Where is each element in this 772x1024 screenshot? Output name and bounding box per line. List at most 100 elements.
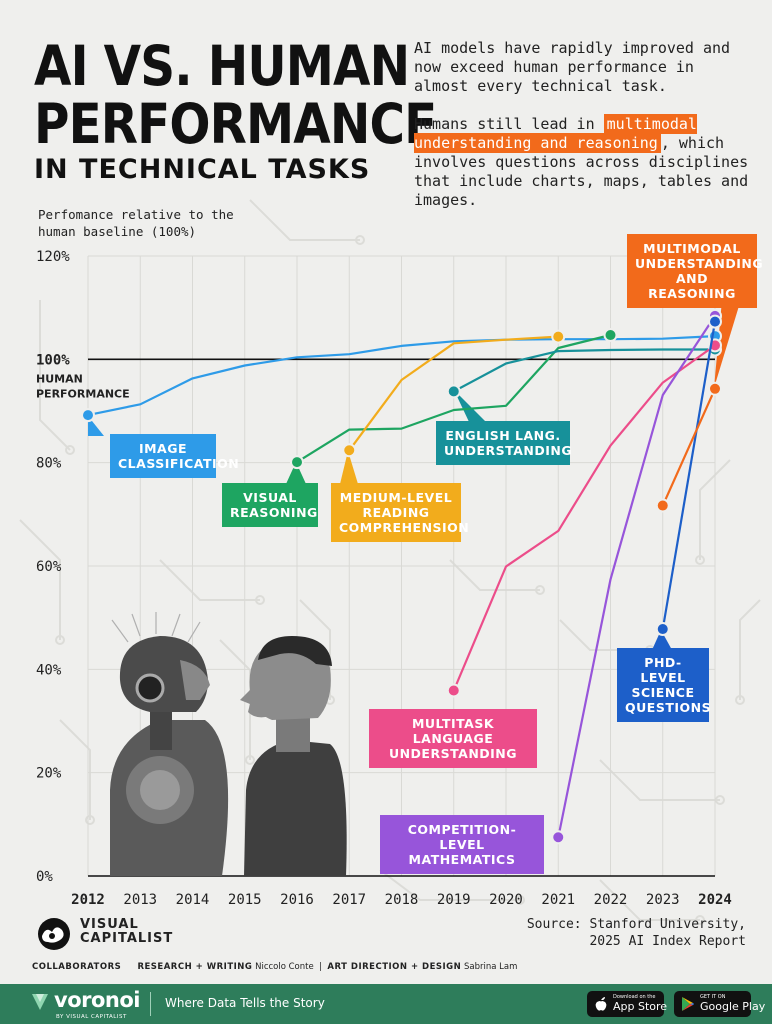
circuit-trace bbox=[559, 619, 650, 651]
circuit-trace bbox=[59, 719, 91, 820]
series-competition-level-mathematics bbox=[551, 308, 722, 845]
apple-icon bbox=[595, 997, 607, 1011]
y-tick-label: 40% bbox=[36, 662, 62, 678]
human-baseline: HUMAN PERFORMANCE bbox=[36, 358, 715, 400]
series-line bbox=[453, 348, 715, 393]
voronoi-subtitle: BY VISUAL CAPITALIST bbox=[56, 1014, 127, 1020]
footer-tagline: Where Data Tells the Story bbox=[165, 996, 325, 1010]
source-line-2: 2025 AI Index Report bbox=[589, 934, 746, 949]
research-name: Niccolo Conte bbox=[255, 962, 314, 972]
y-tick-label: 100% bbox=[36, 352, 70, 368]
y-axis-label: Perfomance relative to the human baselin… bbox=[38, 207, 234, 239]
callout-multitask-language: MULTITASK LANGUAGE UNDERSTANDING bbox=[369, 709, 537, 768]
y-tick-label: 20% bbox=[36, 766, 62, 782]
circuit-trace bbox=[739, 599, 761, 700]
callout-pointer bbox=[88, 416, 104, 436]
circuit-trace bbox=[19, 519, 61, 640]
series-endpoint bbox=[603, 328, 618, 343]
circuit-trace bbox=[159, 559, 260, 601]
circuit-node bbox=[535, 585, 545, 595]
x-tick-label: 2014 bbox=[176, 892, 210, 908]
series-lines bbox=[81, 308, 722, 845]
intro-post: , which involves questions across discip… bbox=[414, 134, 749, 209]
x-tick-label: 2022 bbox=[594, 892, 628, 908]
y-tick-label: 0% bbox=[36, 869, 53, 885]
intro-paragraph-1: AI models have rapidly improved and now … bbox=[414, 39, 731, 95]
robot-antenna bbox=[131, 613, 141, 637]
series-line bbox=[661, 321, 717, 630]
title-line-2: PERFORMANCE bbox=[34, 92, 437, 156]
robot-antenna bbox=[171, 613, 181, 637]
baseline-label-1: HUMAN bbox=[36, 372, 83, 385]
series-visual-reasoning bbox=[290, 328, 618, 470]
circuit-node bbox=[255, 595, 265, 605]
x-tick-label: 2016 bbox=[280, 892, 314, 908]
x-tick-label: 2021 bbox=[541, 892, 575, 908]
x-axis-ticks: 2012 2013 2014 2015 2016 2017 2018 2019 2020 2021… bbox=[71, 892, 732, 908]
source-note: Source: Stanford University, 2025 AI Ind… bbox=[496, 916, 746, 950]
collaborators: COLLABORATORS RESEARCH + WRITING Niccolo… bbox=[32, 962, 518, 972]
callout-phd-science: PHD-LEVEL SCIENCE QUESTIONS bbox=[617, 648, 711, 722]
circuit-node bbox=[245, 755, 255, 765]
x-tick-label: 2015 bbox=[228, 892, 262, 908]
series-endpoint bbox=[290, 455, 304, 470]
robot-face bbox=[180, 660, 210, 700]
y-tick-label: 120% bbox=[36, 249, 70, 265]
circuit-trace bbox=[699, 459, 731, 560]
robot-neck bbox=[150, 710, 172, 750]
series-endpoint bbox=[708, 314, 722, 329]
callout-english-understanding: ENGLISH LANG. UNDERSTANDING bbox=[436, 421, 572, 465]
callout-reading-comprehension: MEDIUM-LEVEL READING COMPREHENSION bbox=[331, 483, 469, 542]
y-axis-ticks: 0% 20% 40% 60% 80% 100% 120% bbox=[36, 249, 70, 885]
art-label: ART DIRECTION + DESIGN bbox=[327, 962, 462, 972]
circuit-node bbox=[695, 915, 705, 925]
circuit-node bbox=[515, 895, 525, 905]
callout-pointer bbox=[454, 390, 486, 424]
circuit-trace bbox=[249, 199, 360, 241]
series-endpoint bbox=[446, 384, 461, 399]
logo-line-1: VISUAL bbox=[80, 917, 139, 932]
series-endpoint bbox=[708, 381, 722, 396]
series-endpoint bbox=[551, 830, 566, 845]
app-store-button[interactable]: Download on the App Store bbox=[587, 991, 667, 1017]
robot-human-illustration bbox=[110, 612, 347, 876]
series-line bbox=[452, 344, 716, 691]
x-tick-label: 2019 bbox=[437, 892, 471, 908]
callout-pointer bbox=[340, 451, 358, 484]
y-tick-label: 80% bbox=[36, 456, 62, 472]
x-tick-label: 2017 bbox=[332, 892, 366, 908]
series-line bbox=[661, 388, 717, 507]
circuit-node bbox=[55, 635, 65, 645]
circuit-trace bbox=[219, 639, 251, 760]
x-tick-label: 2018 bbox=[385, 892, 419, 908]
series-endpoint bbox=[655, 498, 670, 513]
series-endpoint bbox=[342, 443, 357, 458]
robot-antenna bbox=[187, 621, 201, 643]
circuit-node bbox=[355, 235, 365, 245]
series-multitask-language-understanding bbox=[446, 338, 722, 698]
circuit-trace bbox=[599, 879, 700, 921]
callout-visual-reasoning: VISUAL REASONING bbox=[222, 483, 318, 527]
baseline-label-2: PERFORMANCE bbox=[36, 387, 130, 400]
collab-label: COLLABORATORS bbox=[32, 962, 122, 972]
robot-ear-disc bbox=[135, 673, 165, 703]
series-endpoint bbox=[655, 622, 670, 637]
visual-capitalist-logo bbox=[38, 918, 70, 950]
google-play-button[interactable]: GET IT ON Google Play bbox=[674, 991, 765, 1017]
series-line bbox=[296, 333, 611, 464]
series-line bbox=[348, 335, 559, 451]
circuit-node bbox=[65, 445, 75, 455]
series-endpoint bbox=[551, 329, 566, 344]
google-play-big: Google Play bbox=[700, 1000, 766, 1013]
circuit-node bbox=[85, 815, 95, 825]
voronoi-wordmark: voronoi bbox=[54, 988, 140, 1012]
circuit-trace bbox=[39, 300, 71, 451]
series-endpoint bbox=[446, 683, 461, 698]
footer-divider bbox=[150, 992, 151, 1016]
research-label: RESEARCH + WRITING bbox=[137, 962, 253, 972]
title-line-3: IN TECHNICAL TASKS bbox=[34, 154, 371, 185]
logo-line-2: CAPITALIST bbox=[80, 931, 174, 946]
title-line-1: AI VS. HUMAN bbox=[34, 34, 410, 98]
